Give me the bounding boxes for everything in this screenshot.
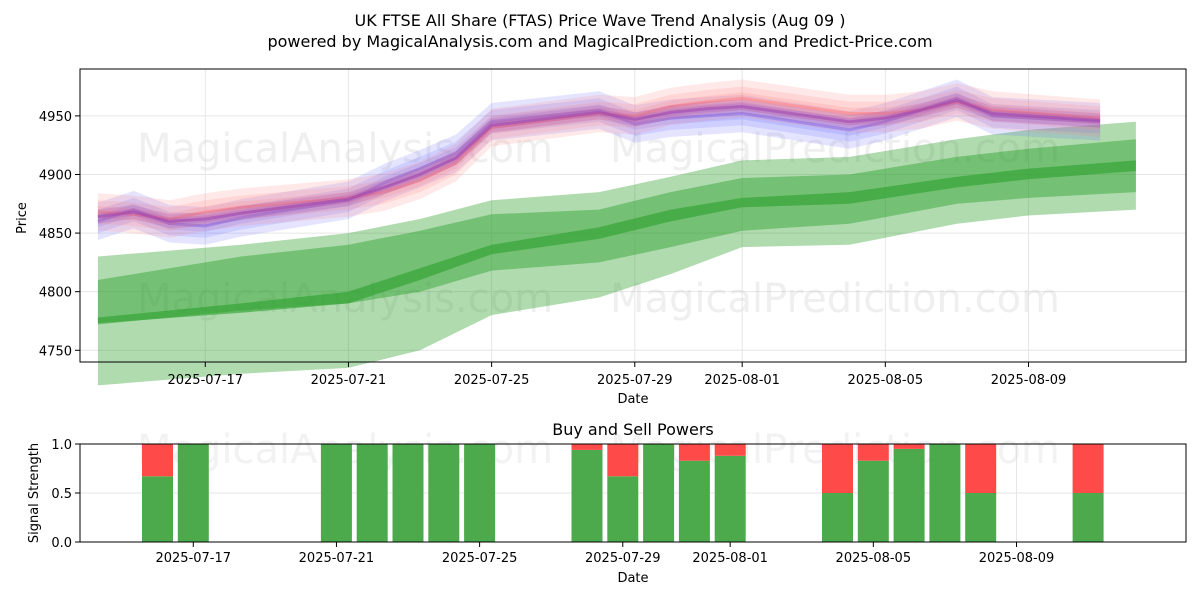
- purple-mix-line: [97, 99, 1101, 223]
- price-y-axis: 4750 4800 4850 4900 4950: [39, 110, 80, 359]
- buy-power-bar: [929, 444, 961, 542]
- price-y-tick-label: 4750: [39, 344, 72, 359]
- price-x-tick-label: 2025-07-25: [454, 373, 530, 388]
- signal-x-tick-label: 2025-07-29: [585, 551, 661, 566]
- buy-power-bar: [356, 444, 388, 542]
- history-waves: [97, 79, 1101, 245]
- price-x-tick-label: 2025-07-21: [311, 373, 387, 388]
- sell-power-bar: [857, 444, 889, 461]
- buy-power-bar: [1072, 493, 1104, 542]
- buy-power-bar: [965, 493, 997, 542]
- buy-power-bar: [571, 449, 603, 542]
- chart-title-line1: UK FTSE All Share (FTAS) Price Wave Tren…: [355, 11, 846, 30]
- forecast-bands: [97, 121, 1136, 386]
- signal-y-tick-label: 0.0: [51, 536, 72, 551]
- price-y-tick-label: 4900: [39, 168, 72, 183]
- signal-y-label: Signal Strength: [27, 443, 42, 543]
- signal-x-tick-label: 2025-07-21: [299, 551, 375, 566]
- price-y-tick-label: 4850: [39, 227, 72, 242]
- signal-x-tick-label: 2025-07-17: [155, 551, 231, 566]
- signal-panel: Buy and Sell Powers MagicalAnalysis.comM…: [27, 420, 1187, 586]
- sell-power-bar: [1072, 444, 1104, 493]
- price-y-label: Price: [15, 202, 30, 234]
- price-y-tick-label: 4950: [39, 110, 72, 125]
- price-x-tick-label: 2025-08-09: [991, 373, 1067, 388]
- price-x-tick-label: 2025-07-29: [597, 373, 673, 388]
- signal-y-tick-label: 0.5: [51, 487, 72, 502]
- forecast-band-core: [97, 160, 1136, 324]
- price-plot-frame: [79, 68, 1187, 363]
- buy-power-bar: [714, 455, 746, 542]
- buy-power-bar: [428, 444, 460, 542]
- signal-y-axis: 0.0 0.5 1.0: [51, 438, 80, 551]
- signal-x-tick-label: 2025-08-09: [979, 551, 1055, 566]
- price-x-tick-label: 2025-08-01: [704, 373, 780, 388]
- price-x-tick-label: 2025-07-17: [167, 373, 243, 388]
- sell-power-bar: [142, 444, 173, 477]
- sell-power-bar: [714, 444, 746, 456]
- signal-x-tick-label: 2025-08-01: [692, 551, 768, 566]
- sell-power-bar: [678, 444, 710, 461]
- purple-mix-band: [97, 93, 1101, 229]
- signal-x-label: Date: [617, 571, 648, 586]
- price-x-label: Date: [617, 392, 648, 407]
- buy-power-bar: [893, 448, 925, 542]
- buy-power-bar: [822, 493, 853, 542]
- price-x-axis: 2025-07-17 2025-07-21 2025-07-25 2025-07-29…: [167, 362, 1066, 388]
- buy-power-bar: [643, 444, 675, 542]
- red-wave-band: [97, 92, 1101, 225]
- buy-power-bar: [464, 444, 496, 542]
- buy-power-bar: [857, 460, 889, 542]
- signal-x-tick-label: 2025-08-05: [836, 551, 912, 566]
- signal-title: Buy and Sell Powers: [552, 420, 714, 439]
- signal-y-tick-label: 1.0: [51, 438, 72, 453]
- signal-bars: [142, 444, 1104, 542]
- watermark-text: MagicalPrediction.com: [610, 126, 1060, 172]
- buy-power-bar: [678, 460, 710, 542]
- buy-power-bar: [177, 444, 209, 542]
- price-x-tick-label: 2025-08-05: [848, 373, 924, 388]
- buy-power-bar: [142, 476, 173, 542]
- signal-x-tick-label: 2025-07-25: [442, 551, 518, 566]
- watermark-text: MagicalPrediction.com: [610, 276, 1060, 322]
- sell-power-bar: [893, 444, 925, 449]
- sell-power-bar: [607, 444, 639, 477]
- sell-power-bar: [822, 444, 853, 493]
- price-y-tick-label: 4800: [39, 286, 72, 301]
- buy-power-bar: [607, 476, 639, 542]
- price-panel: MagicalAnalysis.com MagicalPrediction.com…: [15, 68, 1187, 407]
- buy-power-bar: [320, 444, 352, 542]
- sell-power-bar: [571, 444, 603, 450]
- forecast-band-outer: [97, 121, 1136, 386]
- chart-title-line2: powered by MagicalAnalysis.com and Magic…: [267, 32, 932, 51]
- signal-x-axis: 2025-07-17 2025-07-21 2025-07-25 2025-07-29…: [155, 542, 1054, 566]
- buy-power-bar: [392, 444, 424, 542]
- sell-power-bar: [965, 444, 997, 493]
